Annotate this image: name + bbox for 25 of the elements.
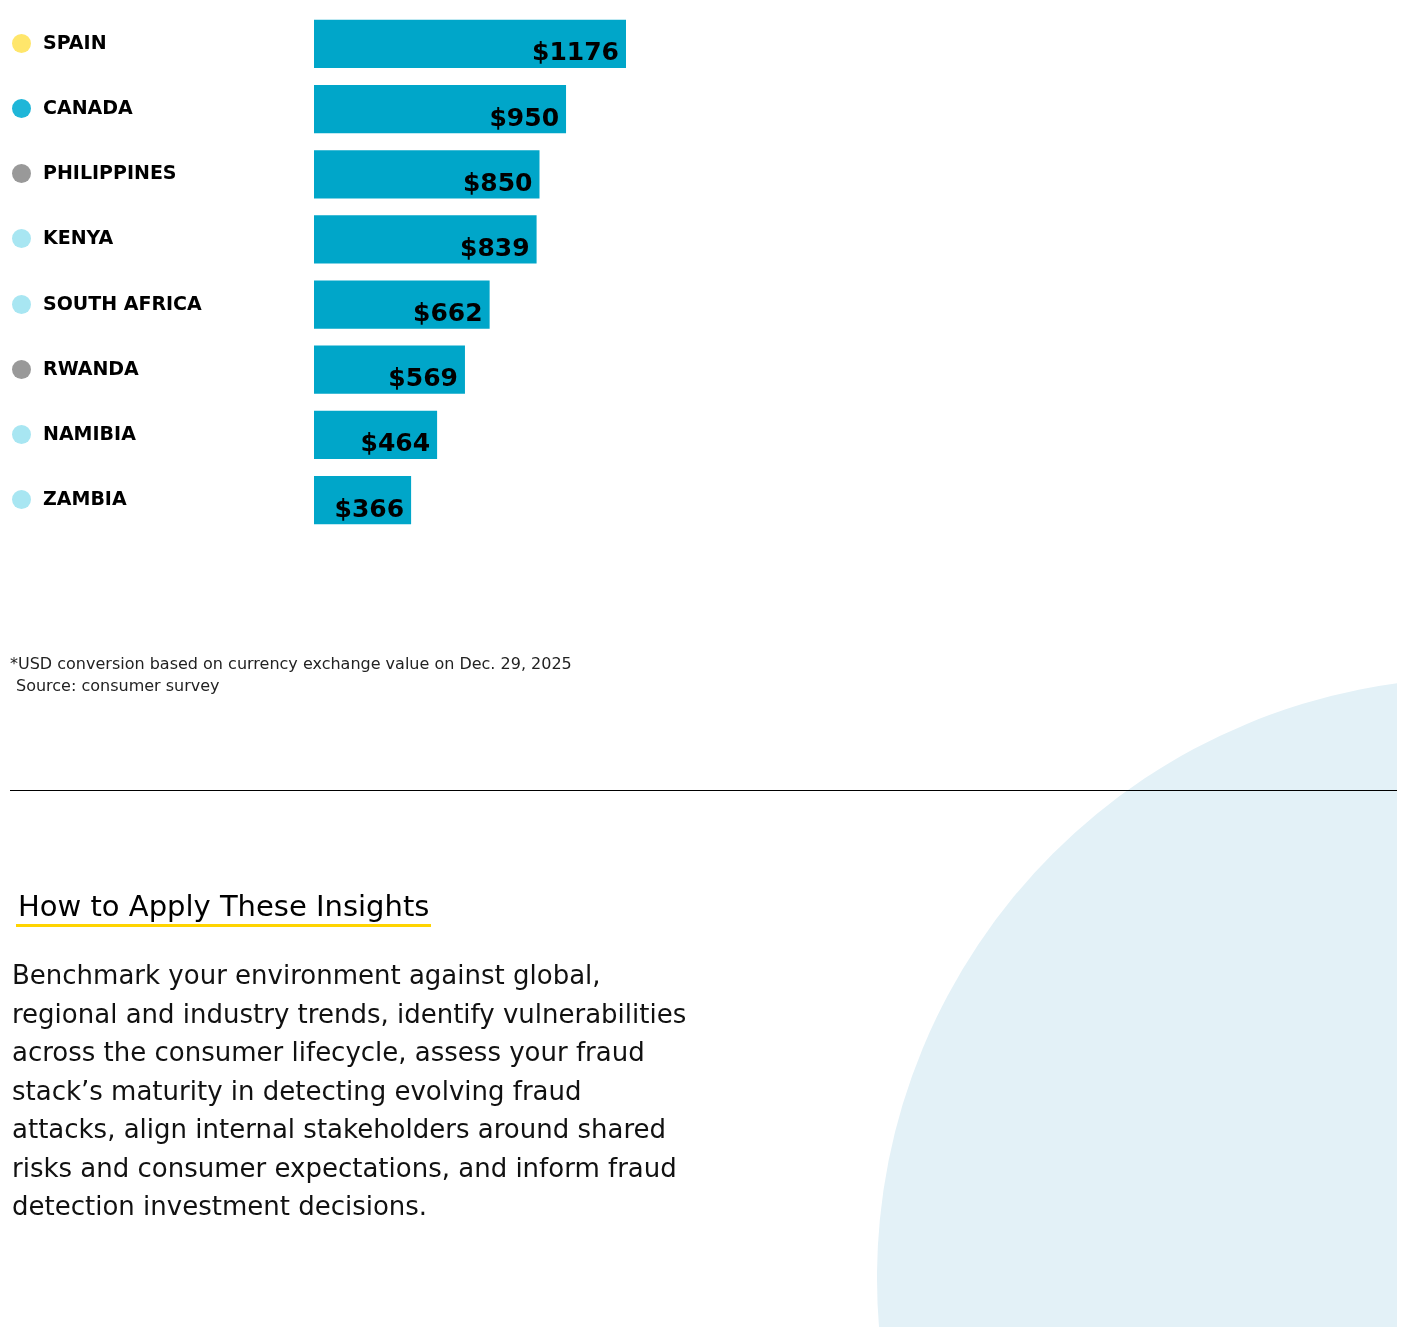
bar bbox=[314, 280, 490, 329]
bar bbox=[314, 19, 626, 69]
y-tick-label: KENYA bbox=[43, 226, 114, 249]
data-label: $950 bbox=[489, 102, 560, 132]
text: *USD conversion based on currency exchange value on Dec. 29, 2025 bbox=[10, 653, 572, 675]
bar bbox=[314, 150, 540, 199]
bar bbox=[314, 85, 567, 134]
y-tick-label: RWANDA bbox=[43, 356, 140, 379]
y-tick-label: NAMIBIA bbox=[43, 421, 137, 444]
bar bbox=[314, 215, 537, 264]
source-note: Source: consumer survey bbox=[15, 675, 221, 697]
data-label: $464 bbox=[360, 428, 431, 458]
y-tick-label: SPAIN bbox=[43, 30, 107, 53]
data-label: $662 bbox=[413, 298, 483, 328]
data-label: $1176 bbox=[532, 37, 619, 67]
data-label: $839 bbox=[460, 232, 530, 262]
data-label: $850 bbox=[462, 167, 533, 197]
y-tick-label: ZAMBIA bbox=[43, 486, 127, 509]
y-tick-label: PHILIPPINES bbox=[43, 161, 177, 184]
text: How to Apply These Insights bbox=[16, 888, 432, 927]
y-tick-label: CANADA bbox=[43, 96, 134, 119]
y-tick-label: SOUTH AFRICA bbox=[43, 291, 203, 314]
data-label: $569 bbox=[388, 363, 458, 393]
text: Benchmark your environment against global, regional and industry trends, identify vulnerabilities across the consumer lifecycle, assess your fraud stack’s maturity in detecting evolving fraud attacks, align internal stakeholders around shared risks and consumer expectations, and inform fraud detection investment decisions. bbox=[12, 959, 688, 1223]
data-label: $366 bbox=[334, 493, 405, 523]
